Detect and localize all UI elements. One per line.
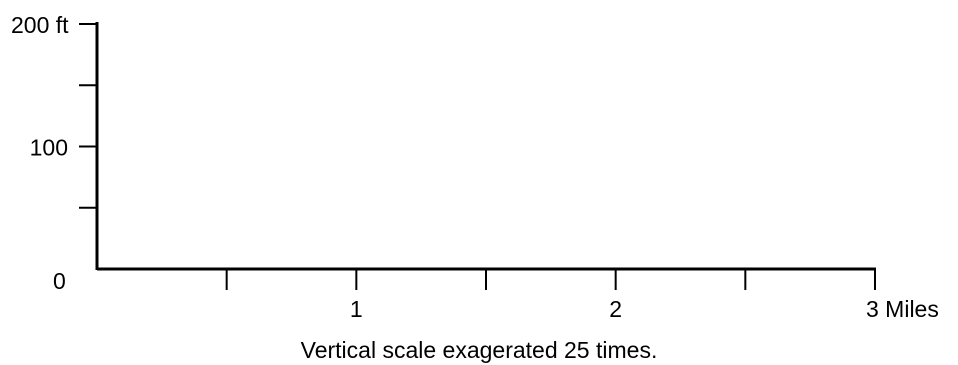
horizontal-tick-label-5: 3 Miles (866, 296, 939, 322)
horizontal-tick-label-1: 1 (350, 296, 363, 322)
vertical-tick-label-2: 100 (30, 135, 68, 161)
vertical-tick-label-4: 200 ft (11, 12, 69, 38)
vertical-tick-label-0: 0 (53, 268, 66, 294)
vertical-scale-ticks: 0 100 200 ft (11, 12, 97, 294)
horizontal-tick-label-3: 2 (609, 296, 622, 322)
exaggeration-caption: Vertical scale exagerated 25 times. (301, 337, 658, 363)
horizontal-scale-ticks: 1 2 3 Miles (225, 269, 939, 322)
